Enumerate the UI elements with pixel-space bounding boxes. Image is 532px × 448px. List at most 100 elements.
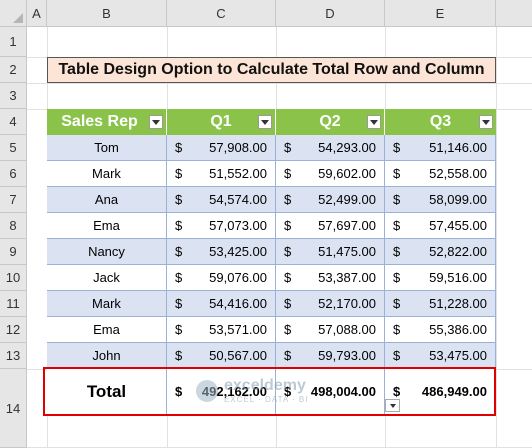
sales-rep-cell[interactable]: Jack <box>47 265 167 291</box>
row-header-12[interactable]: 12 <box>0 317 27 343</box>
row-header-2[interactable]: 2 <box>0 57 27 83</box>
sales-rep-cell[interactable]: John <box>47 343 167 369</box>
currency-symbol: $ <box>393 218 401 233</box>
row-header-13[interactable]: 13 <box>0 343 27 369</box>
row-header-9[interactable]: 9 <box>0 239 27 265</box>
total-q1-cell[interactable]: $ 492,162.00 <box>167 369 276 415</box>
currency-symbol: $ <box>284 140 292 155</box>
total-q3-cell[interactable]: $ 486,949.00 <box>385 369 496 415</box>
amount-cell[interactable]: $54,574.00 <box>167 187 276 213</box>
cell-value: 57,908.00 <box>209 140 267 155</box>
row-header-14[interactable]: 14 <box>0 369 27 448</box>
cell-value: 53,475.00 <box>429 348 487 363</box>
currency-symbol: $ <box>284 218 292 233</box>
sales-rep-cell[interactable]: Mark <box>47 161 167 187</box>
row-header-3[interactable]: 3 <box>0 83 27 109</box>
currency-symbol: $ <box>175 270 183 285</box>
amount-cell[interactable]: $59,793.00 <box>276 343 385 369</box>
cell-value: 52,499.00 <box>318 192 376 207</box>
currency-symbol: $ <box>393 384 401 399</box>
currency-symbol: $ <box>393 322 401 337</box>
chevron-down-icon <box>152 119 160 125</box>
amount-cell[interactable]: $54,416.00 <box>167 291 276 317</box>
row-header-10[interactable]: 10 <box>0 265 27 291</box>
filter-dropdown-button[interactable] <box>258 115 272 129</box>
amount-cell[interactable]: $52,822.00 <box>385 239 496 265</box>
amount-cell[interactable]: $57,088.00 <box>276 317 385 343</box>
currency-symbol: $ <box>175 384 183 399</box>
row-header-8[interactable]: 8 <box>0 213 27 239</box>
cell-value: 498,004.00 <box>310 384 376 399</box>
header-label: Sales Rep <box>61 113 138 130</box>
amount-cell[interactable]: $57,073.00 <box>167 213 276 239</box>
amount-cell[interactable]: $59,516.00 <box>385 265 496 291</box>
cell-value: 52,558.00 <box>429 166 487 181</box>
cell-value: 51,146.00 <box>429 140 487 155</box>
table-header-q2[interactable]: Q2 <box>276 109 385 135</box>
cell-value: 53,571.00 <box>209 322 267 337</box>
amount-cell[interactable]: $54,293.00 <box>276 135 385 161</box>
amount-cell[interactable]: $51,552.00 <box>167 161 276 187</box>
currency-symbol: $ <box>284 192 292 207</box>
filter-dropdown-button[interactable] <box>479 115 493 129</box>
amount-cell[interactable]: $53,475.00 <box>385 343 496 369</box>
filter-dropdown-button[interactable] <box>367 115 381 129</box>
column-header-c[interactable]: C <box>167 0 276 27</box>
table-header-sales-rep[interactable]: Sales Rep <box>47 109 167 135</box>
currency-symbol: $ <box>175 244 183 259</box>
sheet-title[interactable]: Table Design Option to Calculate Total R… <box>47 57 496 83</box>
column-header-b[interactable]: B <box>47 0 167 27</box>
currency-symbol: $ <box>175 218 183 233</box>
amount-cell[interactable]: $55,386.00 <box>385 317 496 343</box>
watermark: exceldemy EXCEL · DATA · BI <box>196 377 308 404</box>
gridline <box>496 27 497 448</box>
amount-cell[interactable]: $50,567.00 <box>167 343 276 369</box>
amount-cell[interactable]: $53,387.00 <box>276 265 385 291</box>
row-header-7[interactable]: 7 <box>0 187 27 213</box>
sales-rep-cell[interactable]: Nancy <box>47 239 167 265</box>
currency-symbol: $ <box>175 192 183 207</box>
amount-cell[interactable]: $51,475.00 <box>276 239 385 265</box>
sales-rep-cell[interactable]: Tom <box>47 135 167 161</box>
sales-rep-cell[interactable]: Mark <box>47 291 167 317</box>
amount-cell[interactable]: $51,146.00 <box>385 135 496 161</box>
filter-dropdown-button[interactable] <box>149 115 163 129</box>
total-label-cell[interactable]: Total <box>47 369 167 415</box>
row-header-4[interactable]: 4 <box>0 109 27 135</box>
total-q2-cell[interactable]: $ 498,004.00 <box>276 369 385 415</box>
currency-symbol: $ <box>393 296 401 311</box>
amount-cell[interactable]: $51,228.00 <box>385 291 496 317</box>
sales-rep-cell[interactable]: Ema <box>47 213 167 239</box>
currency-symbol: $ <box>175 296 183 311</box>
sales-rep-cell[interactable]: Ana <box>47 187 167 213</box>
watermark-text: exceldemy EXCEL · DATA · BI <box>224 377 308 404</box>
amount-cell[interactable]: $53,425.00 <box>167 239 276 265</box>
cell-value: 486,949.00 <box>421 384 487 399</box>
table-header-q3[interactable]: Q3 <box>385 109 496 135</box>
amount-cell[interactable]: $57,908.00 <box>167 135 276 161</box>
column-header-e[interactable]: E <box>385 0 496 27</box>
currency-symbol: $ <box>393 140 401 155</box>
table-header-q1[interactable]: Q1 <box>167 109 276 135</box>
amount-cell[interactable]: $52,558.00 <box>385 161 496 187</box>
amount-cell[interactable]: $52,170.00 <box>276 291 385 317</box>
amount-cell[interactable]: $59,076.00 <box>167 265 276 291</box>
amount-cell[interactable]: $52,499.00 <box>276 187 385 213</box>
select-all-corner[interactable] <box>0 0 27 27</box>
amount-cell[interactable]: $57,697.00 <box>276 213 385 239</box>
row-header-11[interactable]: 11 <box>0 291 27 317</box>
column-header-a[interactable]: A <box>27 0 47 27</box>
row-header-5[interactable]: 5 <box>0 135 27 161</box>
amount-cell[interactable]: $58,099.00 <box>385 187 496 213</box>
row-header-1[interactable]: 1 <box>0 27 27 57</box>
amount-cell[interactable]: $59,602.00 <box>276 161 385 187</box>
sales-rep-cell[interactable]: Ema <box>47 317 167 343</box>
amount-cell[interactable]: $57,455.00 <box>385 213 496 239</box>
row-header-6[interactable]: 6 <box>0 161 27 187</box>
chevron-down-icon <box>261 119 269 125</box>
currency-symbol: $ <box>175 348 183 363</box>
currency-symbol: $ <box>175 140 183 155</box>
column-header-d[interactable]: D <box>276 0 385 27</box>
amount-cell[interactable]: $53,571.00 <box>167 317 276 343</box>
total-row-dropdown-button[interactable] <box>385 399 400 412</box>
